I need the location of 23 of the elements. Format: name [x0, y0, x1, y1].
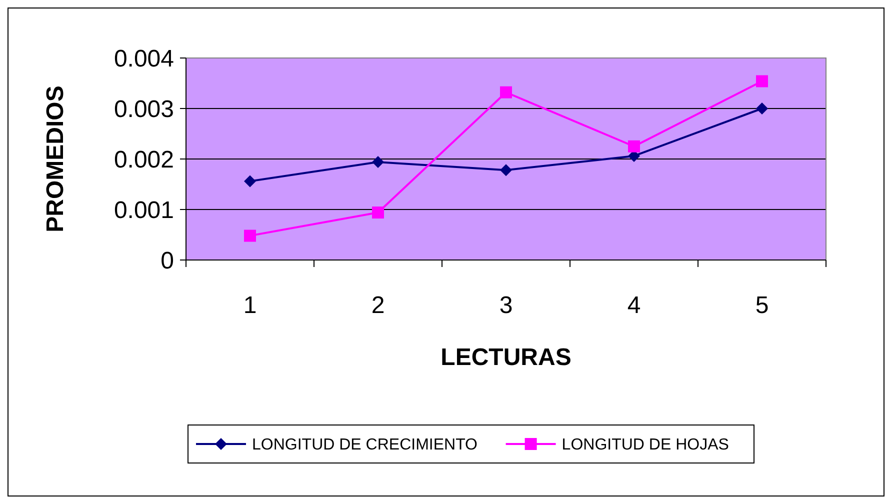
x-tick-label: 5 — [755, 292, 769, 319]
point — [500, 164, 512, 176]
legend-label: LONGITUD DE CRECIMIENTO — [252, 436, 478, 454]
y-tick-label: 0.002 — [114, 146, 174, 174]
y-tick-label: 0.001 — [114, 196, 174, 224]
x-tick-label: 1 — [243, 292, 257, 319]
point — [628, 140, 640, 152]
point — [756, 75, 768, 88]
y-tick-label: 0.004 — [114, 45, 174, 72]
point — [372, 156, 384, 168]
legend-label: LONGITUD DE HOJAS — [562, 436, 729, 454]
point — [756, 102, 768, 114]
y-tick-label: 0 — [160, 247, 174, 274]
y-axis-title: PROMEDIOS — [42, 86, 69, 232]
x-tick-label: 4 — [627, 292, 641, 319]
y-tick-label: 0.003 — [114, 96, 174, 123]
x-axis-title: LECTURAS — [440, 344, 572, 371]
x-tick-label: 3 — [499, 292, 513, 319]
point — [244, 230, 256, 242]
point — [372, 206, 384, 219]
point — [500, 86, 512, 98]
x-tick-label: 2 — [371, 292, 385, 319]
point — [244, 175, 256, 188]
